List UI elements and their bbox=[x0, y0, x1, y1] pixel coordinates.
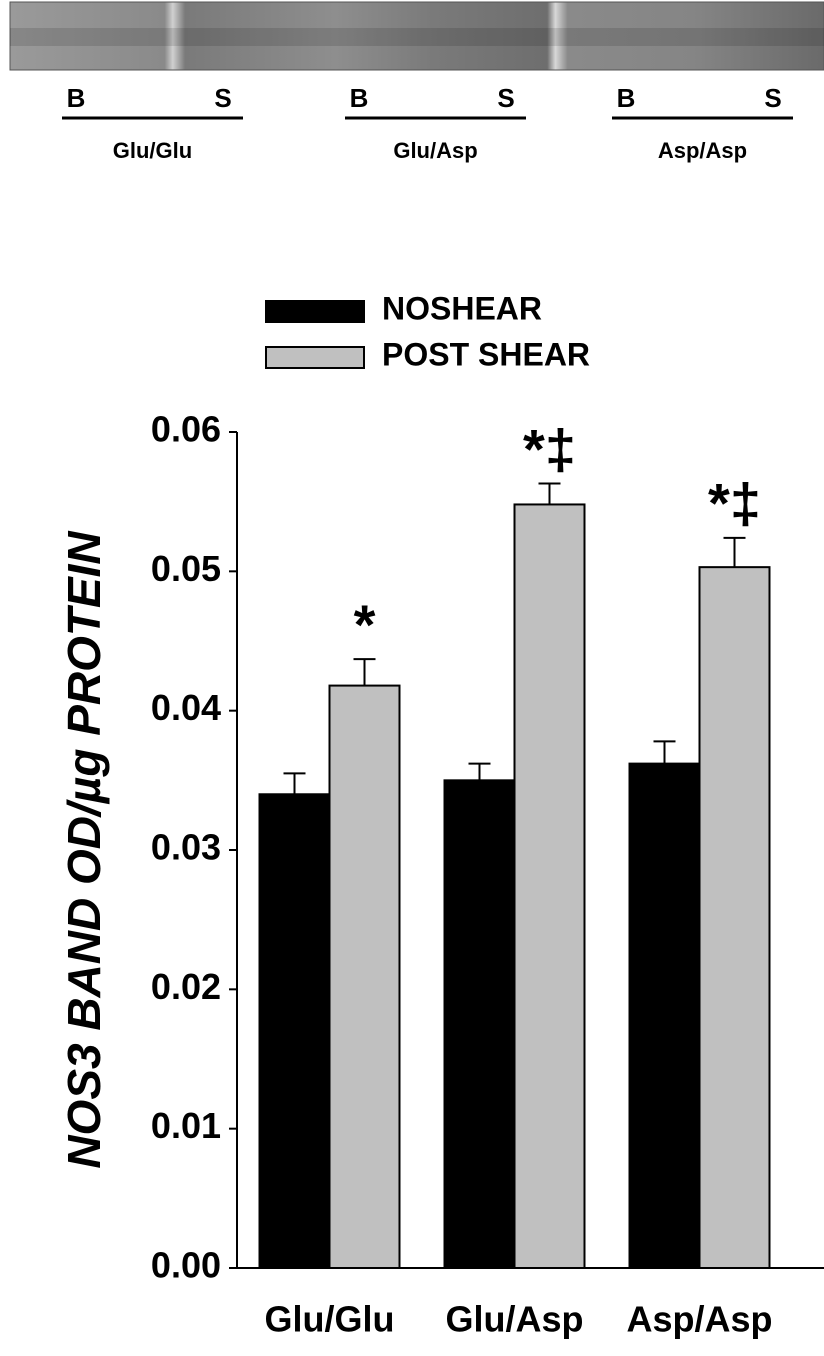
group-label: Asp/Asp bbox=[658, 138, 747, 163]
y-tick-label: 0.01 bbox=[151, 1105, 221, 1146]
y-tick-label: 0.00 bbox=[151, 1245, 221, 1286]
x-tick-label: Asp/Asp bbox=[626, 1299, 772, 1340]
x-tick-label: Glu/Asp bbox=[445, 1299, 583, 1340]
significance-marker: *‡ bbox=[523, 417, 576, 480]
legend-swatch bbox=[266, 347, 364, 368]
chart: NOSHEAR POST SHEAR NOS3 BAND OD/µg PROTEIN… bbox=[58, 290, 824, 1339]
blot-labels: Glu/Glu Glu/Asp Asp/Asp B S B S B S bbox=[62, 83, 793, 163]
lane-label: S bbox=[214, 83, 231, 113]
group-label: Glu/Asp bbox=[393, 138, 477, 163]
y-tick-label: 0.05 bbox=[151, 548, 221, 589]
lane-label: S bbox=[764, 83, 781, 113]
x-tick-label: Glu/Glu bbox=[265, 1299, 395, 1340]
legend-label: NOSHEAR bbox=[382, 290, 542, 326]
y-tick-label: 0.06 bbox=[151, 409, 221, 450]
significance-marker: * bbox=[354, 593, 376, 656]
bar bbox=[515, 504, 585, 1268]
blot-band bbox=[10, 28, 824, 46]
legend-label: POST SHEAR bbox=[382, 336, 590, 372]
bar bbox=[330, 686, 400, 1268]
bar bbox=[445, 780, 515, 1268]
significance-marker: *‡ bbox=[708, 472, 761, 535]
lane-label: B bbox=[350, 83, 369, 113]
group-label: Glu/Glu bbox=[113, 138, 192, 163]
y-tick-label: 0.03 bbox=[151, 827, 221, 868]
y-tick-label: 0.02 bbox=[151, 966, 221, 1007]
bar bbox=[700, 567, 770, 1268]
lane-label: B bbox=[617, 83, 636, 113]
y-tick-label: 0.04 bbox=[151, 687, 221, 728]
y-axis-label: NOS3 BAND OD/µg PROTEIN bbox=[58, 531, 110, 1169]
lane-label: S bbox=[497, 83, 514, 113]
page: Glu/Glu Glu/Asp Asp/Asp B S B S B S NOSHEAR POST … bbox=[0, 0, 824, 1351]
bar bbox=[260, 794, 330, 1268]
lane-label: B bbox=[67, 83, 86, 113]
legend-swatch bbox=[266, 301, 364, 322]
bar bbox=[630, 764, 700, 1268]
